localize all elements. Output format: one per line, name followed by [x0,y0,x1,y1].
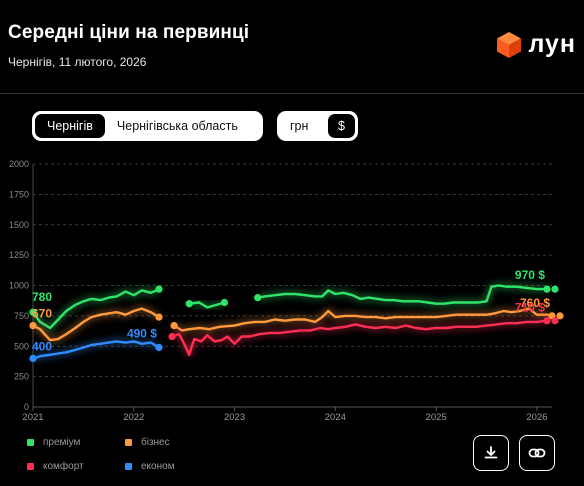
end-label-business: 760 $ [520,296,550,310]
series-end-marker-premium[interactable] [551,285,559,293]
brand-logo[interactable]: лун [496,30,576,59]
y-tick-label: 2000 [9,159,29,169]
end-label-economy: 490 $ [127,326,157,340]
currency-option-usd[interactable]: $ [328,114,355,138]
chart-axes: 0 250 500 750 1000 1250 1500 1750 2000 2021 2022 20… [9,159,552,423]
series-line-business [32,307,160,342]
series-point-premium[interactable] [220,298,229,307]
series-point-premium[interactable] [185,300,193,308]
header-divider [0,93,584,94]
cube-icon [497,31,522,58]
series-line-premium [189,301,225,309]
price-line-chart: 0 250 500 750 1000 1250 1500 1750 2000 2021 2022 20… [9,159,564,423]
series-point-business[interactable] [29,321,37,330]
series-line-premium [32,288,160,330]
chart-labels: 780 970 $ 670 760 $710 $ 400 490 $ [32,268,550,353]
series-point-economy[interactable] [29,354,37,362]
start-label-economy: 400 [32,339,52,353]
legend-swatch-premium [27,439,34,446]
legend-item-business[interactable]: бізнес [125,437,225,448]
series-line-economy [32,340,160,360]
series-point-economy[interactable] [155,343,163,352]
series-point-premium[interactable] [155,285,163,293]
start-label-business: 670 [32,307,52,321]
y-tick-label: 750 [14,311,29,321]
series-line-business [173,307,553,332]
series-end-marker-comfort[interactable] [551,317,559,325]
x-tick-label: 2024 [325,412,346,423]
series-point-premium[interactable] [543,285,551,293]
region-option-city[interactable]: Чернігів [35,114,105,138]
y-tick-label: 1250 [9,250,29,260]
x-tick-label: 2021 [22,412,43,423]
region-switch: Чернігів Чернігівська область [32,111,263,141]
legend-label-business: бізнес [141,437,170,448]
x-tick-label: 2023 [224,412,245,423]
end-label-premium: 970 $ [515,268,545,282]
page-subtitle: Чернігів, 11 лютого, 2026 [8,55,147,69]
series-line-premium [257,284,547,305]
currency-option-uah[interactable]: грн [290,119,309,133]
end-label-comfort: 710 $ [515,301,545,315]
legend-swatch-business [125,439,132,446]
legend-swatch-comfort [27,463,34,470]
download-button[interactable] [473,435,509,471]
series-point-premium[interactable] [254,294,262,302]
series-point-business[interactable] [155,313,163,321]
legend-label-premium: преміум [43,437,81,448]
series-line-comfort [171,319,548,356]
copy-link-button[interactable] [519,435,555,471]
start-label-premium: 780 [32,290,52,304]
y-tick-label: 1750 [9,189,29,199]
series-point-business[interactable] [170,321,178,330]
legend-item-economy[interactable]: економ [125,461,225,472]
series-point-premium[interactable] [29,308,37,316]
currency-switch: грн $ [277,111,358,141]
chart-legend: преміум бізнес комфорт економ [27,437,225,472]
y-tick-label: 0 [24,402,29,412]
link-icon [528,448,546,458]
download-icon [484,446,498,459]
legend-label-economy: економ [141,461,175,472]
logo-text: лун [528,30,576,58]
x-tick-label: 2025 [426,412,447,423]
region-option-oblast[interactable]: Чернігівська область [116,119,238,133]
series-point-comfort[interactable] [168,332,176,341]
y-tick-label: 1000 [9,281,29,291]
legend-label-comfort: комфорт [43,461,84,472]
legend-swatch-economy [125,463,132,470]
y-tick-label: 500 [14,341,29,351]
chart-series [29,284,564,362]
legend-item-premium[interactable]: преміум [27,437,125,448]
series-end-marker-business[interactable] [556,312,564,320]
legend-item-comfort[interactable]: комфорт [27,461,125,472]
x-tick-label: 2026 [526,412,547,423]
x-tick-label: 2022 [123,412,144,423]
y-tick-label: 1500 [9,220,29,230]
chart-grid [33,163,552,408]
y-tick-label: 250 [14,372,29,382]
series-point-comfort[interactable] [543,317,551,325]
page-title: Середні ціни на первинці [8,22,250,43]
